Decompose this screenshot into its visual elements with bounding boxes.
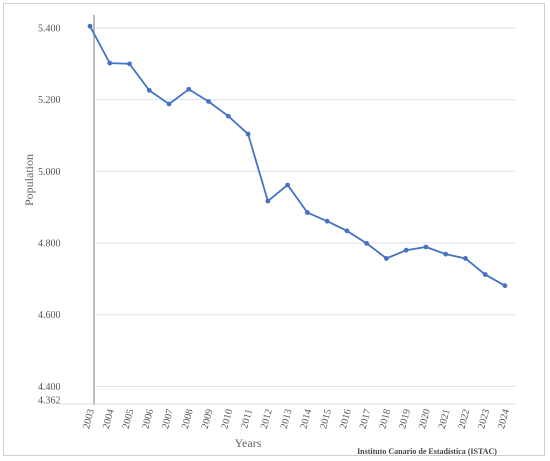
data-point-2022 [463,256,468,261]
x-axis: 2003 2004 2005 2006 2007 2008 2009 2010 2011 2012… [60,403,515,430]
x-tick-label: 2017 [358,408,374,430]
x-tick-label: 2003 [81,408,97,430]
y-tick-label: 4.400 [38,382,61,393]
x-tick-label: 2023 [476,408,492,430]
x-tick-label: 2011 [239,408,255,430]
data-point-2012 [265,198,271,204]
x-tick-label: 2021 [437,408,453,430]
chart-frame [3,3,545,456]
data-point-2015 [324,218,330,224]
y-tick-label: 4.362 [38,396,61,407]
x-tick-label: 2012 [259,408,275,430]
y-tick-label: 5.400 [38,24,61,35]
data-point-2024 [502,283,508,289]
y-tick-label: 4.800 [38,239,61,250]
data-point-2023 [482,272,488,277]
x-tick-label: 2006 [140,408,156,430]
data-point-2019 [403,247,409,253]
data-point-2020 [423,244,429,250]
population-series [87,23,508,289]
data-point-2008 [186,86,192,92]
gridlines [96,27,515,387]
x-tick-label: 2020 [417,408,433,430]
data-point-2018 [384,256,389,261]
x-tick-label: 2008 [180,408,196,430]
x-tick-label: 2019 [397,408,413,430]
x-tick-label: 2010 [219,408,235,430]
data-point-2016 [344,228,350,234]
x-tick-label: 2022 [457,408,473,430]
y-axis-title: Population [22,154,36,206]
series-line [89,25,506,287]
y-tick-label: 4.600 [38,310,61,321]
data-point-2006 [146,87,152,93]
x-tick-label: 2007 [160,408,176,430]
y-axis: 5.400 5.200 5.000 4.800 4.600 4.400 4.362 [38,15,95,407]
x-tick-label: 2005 [121,408,137,430]
x-tick-label: 2016 [338,408,354,430]
data-point-2014 [304,210,310,215]
x-tick-label: 2018 [378,408,394,430]
data-point-2013 [285,182,291,188]
data-point-2009 [206,99,211,104]
x-axis-title: Years [235,436,262,450]
data-point-2005 [127,61,132,67]
x-tick-label: 2014 [298,408,314,430]
x-tick-label: 2024 [496,408,512,430]
data-point-2010 [225,113,231,119]
x-tick-label: 2013 [279,408,295,430]
x-tick-label: 2015 [318,408,334,430]
data-point-2003 [87,23,93,29]
data-point-2007 [166,101,172,107]
data-point-2004 [107,60,113,66]
x-tick-label: 2009 [200,408,216,430]
data-point-2021 [443,251,449,257]
data-point-2011 [245,131,251,137]
data-point-2017 [364,240,370,246]
y-tick-label: 5.200 [38,95,61,106]
y-tick-label: 5.000 [38,167,61,178]
source-note: Instituto Canario de Estadística (ISTAC) [357,447,497,456]
x-tick-label: 2004 [101,408,117,430]
